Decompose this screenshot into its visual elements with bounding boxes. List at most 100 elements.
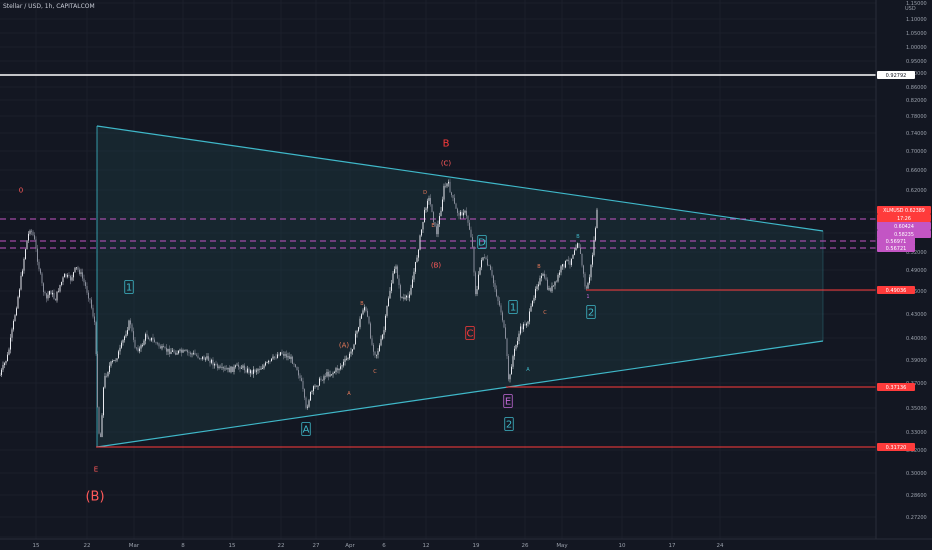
candle-body	[70, 276, 71, 281]
symbol-header: Stellar / USD, 1h, CAPITALCOM	[3, 3, 95, 10]
label-A-teal: A	[301, 422, 311, 436]
candle-body	[197, 355, 199, 358]
candle-body	[152, 337, 154, 340]
candle-body	[275, 357, 277, 359]
candle-body	[173, 350, 175, 353]
candle-body	[593, 240, 595, 256]
candle-body	[349, 353, 350, 359]
candle-body	[523, 324, 524, 330]
candle-body	[23, 258, 25, 271]
svg-text:0.49036: 0.49036	[886, 288, 907, 294]
candle-body	[398, 278, 400, 286]
candle-body	[568, 259, 569, 261]
candle-body	[269, 360, 271, 362]
candle-body	[10, 337, 11, 350]
svg-text:B: B	[537, 264, 541, 270]
candle-body	[482, 257, 484, 261]
candle-body	[518, 333, 520, 342]
candle-body	[338, 368, 340, 371]
candle-body	[443, 185, 445, 200]
candle-body	[281, 352, 283, 355]
candle-body	[217, 364, 218, 369]
triangle-lower-line[interactable]	[96, 340, 824, 448]
candle-body	[340, 366, 341, 369]
price-tick-label: 0.37000	[906, 381, 927, 387]
candle-body	[245, 370, 247, 373]
candle-body	[194, 352, 196, 355]
price-tick-label: 0.78000	[906, 114, 927, 120]
label-B-paren-small: (B)	[431, 262, 442, 270]
svg-text:2: 2	[588, 308, 594, 319]
candle-body	[110, 361, 112, 366]
candle-body	[280, 352, 281, 356]
price-tick-label: 0.95000	[906, 59, 927, 65]
candle-body	[233, 366, 235, 372]
candle-body	[68, 275, 70, 277]
candle-body	[305, 397, 307, 408]
candle-body	[218, 366, 220, 369]
candle-body	[358, 327, 359, 332]
candle-body	[472, 237, 473, 247]
candle-body	[128, 320, 130, 331]
candle-body	[314, 385, 316, 387]
candle-body	[418, 249, 419, 258]
candle-body	[551, 285, 553, 292]
time-tick-label: 22	[84, 543, 91, 549]
triangle-upper-line[interactable]	[96, 125, 824, 232]
candle-body	[184, 350, 185, 351]
candle-body	[451, 192, 452, 196]
price-axis[interactable]: 1.15000 1.10000 1.05000 1.00000 0.95000 0.900…	[906, 1, 927, 521]
candle-body	[220, 366, 221, 368]
candle-body	[319, 378, 320, 386]
candle-body	[73, 272, 74, 278]
label-2-teal-3: 2	[586, 305, 596, 319]
time-axis-panel[interactable]	[0, 539, 932, 550]
candle-body	[278, 354, 280, 356]
candle-body	[88, 292, 89, 299]
candle-body	[341, 365, 343, 367]
candle-body	[434, 221, 436, 227]
candle-body	[230, 366, 232, 373]
candle-body	[470, 229, 472, 238]
label-2-teal: 2	[504, 417, 514, 431]
candle-body	[457, 208, 458, 213]
candle-body	[526, 323, 527, 326]
candle-body	[463, 212, 464, 216]
candle-body	[559, 272, 560, 275]
candle-body	[11, 329, 13, 338]
candle-body	[0, 374, 1, 376]
price-badge: XLMUSD 0.62389	[877, 206, 931, 214]
time-tick-label: 10	[619, 543, 626, 549]
candle-body	[205, 358, 206, 360]
candle-body	[227, 367, 229, 370]
candle-body	[553, 285, 554, 287]
candle-body	[596, 209, 598, 229]
svg-text:0.56721: 0.56721	[886, 246, 907, 252]
candle-body	[373, 344, 374, 352]
candle-body	[29, 230, 31, 234]
time-axis[interactable]: 15 22 Mar 8 15 22 27 Apr 6 12 19 26 May 10 17 24	[33, 543, 724, 549]
candle-body	[487, 259, 488, 266]
candle-body	[352, 349, 353, 352]
candle-body	[347, 358, 349, 360]
svg-text:(A): (A)	[339, 342, 350, 350]
candle-body	[191, 353, 193, 355]
candle-body	[530, 305, 532, 312]
candle-body	[92, 307, 94, 317]
candle-body	[140, 345, 142, 349]
candle-body	[580, 247, 581, 254]
candle-body	[118, 351, 119, 359]
price-tick-label: 0.82000	[906, 98, 927, 104]
horizontal-price-lines[interactable]	[0, 74, 876, 448]
svg-text:1: 1	[586, 294, 589, 300]
svg-text:A: A	[347, 391, 351, 397]
candle-body	[40, 269, 41, 274]
label-A-small: A	[347, 391, 351, 397]
candle-body	[109, 365, 110, 372]
time-tick-label: 22	[278, 543, 285, 549]
candle-body	[166, 347, 167, 352]
triangle-pattern[interactable]	[96, 125, 824, 448]
candle-body	[517, 341, 518, 345]
time-tick-label: 19	[473, 543, 480, 549]
